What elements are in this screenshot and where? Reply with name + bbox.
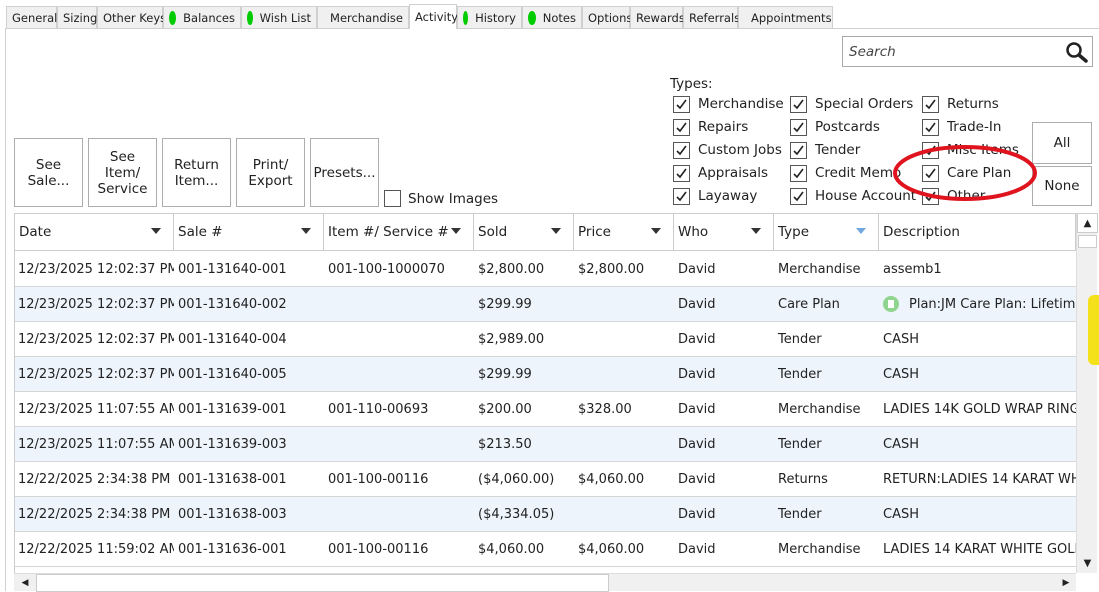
tab[interactable]: Notes <box>522 6 582 28</box>
tab[interactable]: History <box>457 6 522 28</box>
tab-label: Appointments <box>751 11 832 25</box>
tab[interactable]: Other Keys <box>97 6 163 28</box>
tab-label: Notes <box>543 11 576 25</box>
checkbox[interactable] <box>673 119 690 136</box>
checkbox[interactable] <box>384 190 401 207</box>
column-header[interactable]: Item #/ Service # <box>324 213 474 251</box>
checkbox[interactable] <box>790 119 807 136</box>
tab-label: Other Keys <box>103 11 166 25</box>
checkbox[interactable] <box>673 142 690 159</box>
type-label: Merchandise <box>698 96 784 112</box>
type-label: Credit Memo <box>815 165 901 181</box>
type-label: Appraisals <box>698 165 768 181</box>
search-placeholder: Search <box>849 44 896 60</box>
type-label: Other <box>947 188 985 204</box>
checkbox[interactable] <box>673 96 690 113</box>
action-button[interactable]: Print/ Export <box>236 138 305 207</box>
type-button[interactable]: All <box>1032 122 1092 164</box>
tab[interactable]: Options <box>582 6 630 28</box>
filter-icon[interactable] <box>651 228 661 234</box>
type-label: Trade-In <box>947 119 1001 135</box>
tab-label: Merchandise <box>330 11 403 25</box>
tab-label: Balances <box>183 11 235 25</box>
action-button[interactable]: See Item/ Service <box>88 138 157 207</box>
tab[interactable]: Sizing <box>57 6 97 28</box>
tab-label: Rewards <box>636 11 685 25</box>
tab-label: Wish List <box>260 11 311 25</box>
type-label: Postcards <box>815 119 880 135</box>
search-icon[interactable] <box>1065 41 1089 63</box>
checkbox[interactable] <box>790 142 807 159</box>
column-header[interactable]: Date <box>14 213 174 251</box>
filter-icon[interactable] <box>301 228 311 234</box>
tab-label: Sizing <box>63 11 97 25</box>
h-scrollbar[interactable]: ◀ ▶ <box>14 573 1076 591</box>
checkbox[interactable] <box>922 96 939 113</box>
type-label: Special Orders <box>815 96 913 112</box>
tab-label: History <box>475 11 516 25</box>
tab[interactable]: Wish List <box>241 6 317 28</box>
checkbox[interactable] <box>673 165 690 182</box>
checkbox[interactable] <box>922 188 939 205</box>
type-label: Tender <box>815 142 860 158</box>
tab[interactable]: Balances <box>163 6 241 28</box>
column-header[interactable]: Price <box>574 213 674 251</box>
action-button[interactable]: Return Item... <box>162 138 231 207</box>
tab[interactable]: General <box>6 6 57 28</box>
column-header[interactable]: Description <box>879 213 1076 251</box>
checkbox[interactable] <box>922 142 939 159</box>
checkbox[interactable] <box>790 165 807 182</box>
tab-label: Activity <box>415 10 458 24</box>
show-images-label: Show Images <box>408 191 498 207</box>
tab-label: Options <box>588 11 632 25</box>
tab[interactable]: Merchandise <box>317 6 409 28</box>
status-dot <box>247 11 253 25</box>
status-dot <box>463 11 468 25</box>
status-dot <box>528 11 536 25</box>
filter-icon[interactable] <box>856 228 866 234</box>
type-label: Custom Jobs <box>698 142 782 158</box>
type-label: Repairs <box>698 119 748 135</box>
type-label: Returns <box>947 96 999 112</box>
column-header[interactable]: Who <box>674 213 774 251</box>
filter-icon[interactable] <box>451 228 461 234</box>
search-box[interactable]: Search <box>842 36 1093 67</box>
checkbox[interactable] <box>922 119 939 136</box>
column-header[interactable]: Type <box>774 213 879 251</box>
type-label: House Account <box>815 188 916 204</box>
type-label: Care Plan <box>947 165 1011 181</box>
checkbox[interactable] <box>673 188 690 205</box>
checkbox[interactable] <box>790 96 807 113</box>
tab-label: General <box>12 11 57 25</box>
column-header[interactable]: Sold <box>474 213 574 251</box>
table-border <box>14 251 1076 573</box>
checkbox[interactable] <box>790 188 807 205</box>
filter-icon[interactable] <box>751 228 761 234</box>
tab-label: Referrals <box>689 11 740 25</box>
type-label: Misc Items <box>947 142 1019 158</box>
action-button[interactable]: See Sale... <box>14 138 83 207</box>
action-button[interactable]: Presets... <box>310 138 379 207</box>
types-label: Types: <box>670 76 713 92</box>
filter-icon[interactable] <box>151 228 161 234</box>
tab[interactable]: Referrals <box>683 6 738 28</box>
tab[interactable]: Activity <box>409 4 457 29</box>
side-tab[interactable] <box>1088 295 1099 365</box>
v-scrollbar[interactable]: ▲ ▼ <box>1076 213 1097 573</box>
tab[interactable]: Appointments <box>738 6 833 28</box>
type-button[interactable]: None <box>1032 166 1092 206</box>
type-label: Layaway <box>698 188 757 204</box>
checkbox[interactable] <box>922 165 939 182</box>
filter-icon[interactable] <box>551 228 561 234</box>
status-dot <box>169 11 176 25</box>
tab[interactable]: Rewards <box>630 6 683 28</box>
column-header[interactable]: Sale # <box>174 213 324 251</box>
care-plan-icon <box>883 296 899 312</box>
